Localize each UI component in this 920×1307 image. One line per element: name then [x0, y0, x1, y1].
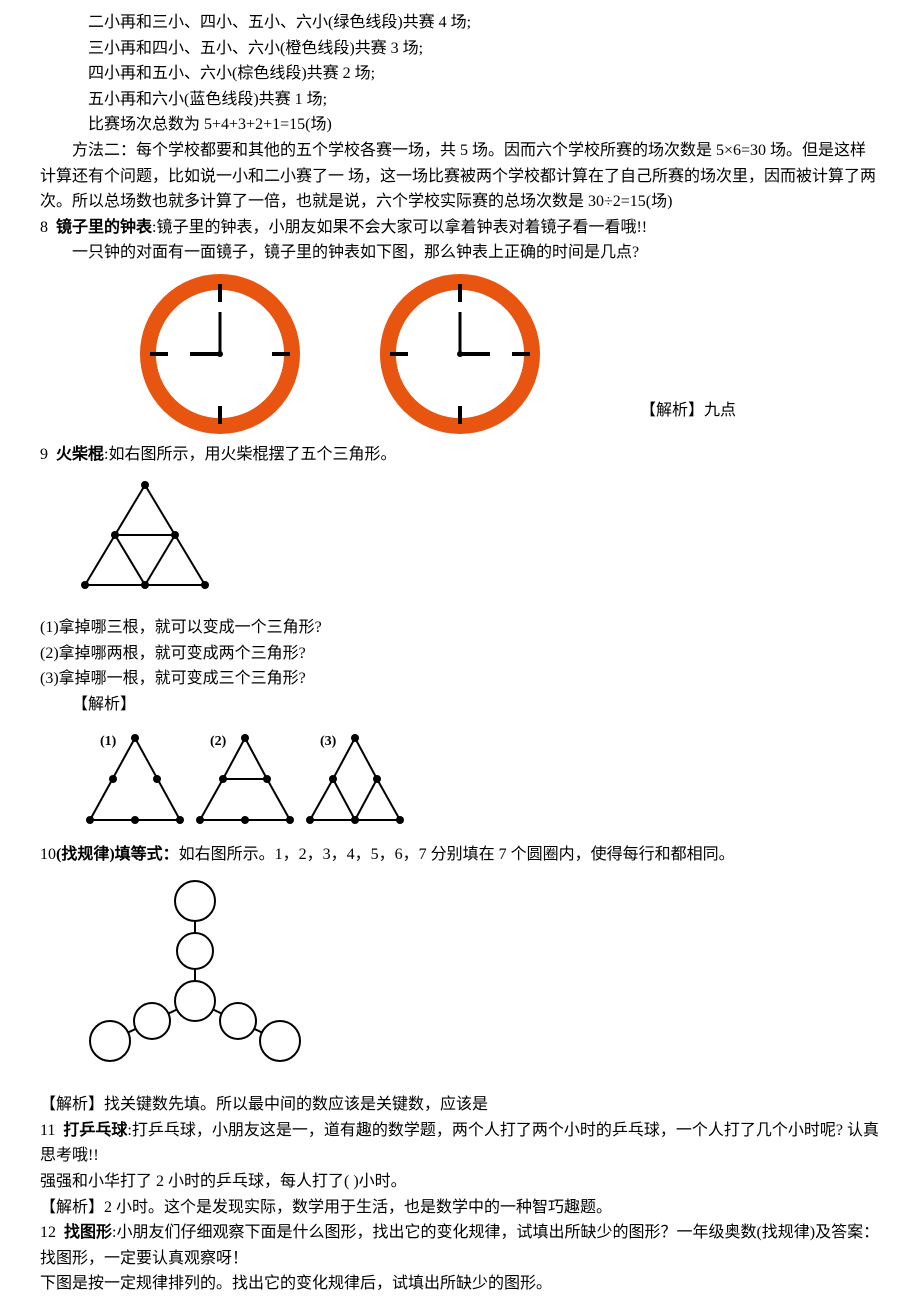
method-2: 方法二：每个学校都要和其他的五个学校各赛一场，共 5 场。因而六个学校所赛的场次… — [40, 138, 880, 215]
svg-text:(3): (3) — [320, 734, 337, 749]
q8: 8 镜子里的钟表:镜子里的钟表，小朋友如果不会大家可以拿着钟表对着镜子看一看哦!… — [40, 215, 880, 241]
line-4: 五小再和六小(蓝色线段)共赛 1 场; — [40, 87, 880, 113]
q8-title: 镜子里的钟表 — [56, 219, 152, 236]
line-2: 三小再和四小、五小、六小(橙色线段)共赛 3 场; — [40, 36, 880, 62]
q8-text: :镜子里的钟表，小朋友如果不会大家可以拿着钟表对着镜子看一看哦!! — [152, 219, 647, 236]
q8-sub: 一只钟的对面有一面镜子，镜子里的钟表如下图，那么钟表上正确的时间是几点? — [40, 240, 880, 266]
clock-real-icon — [380, 274, 540, 434]
q11-title: 打乒乓球 — [63, 1122, 127, 1139]
line-1: 二小再和三小、四小、五小、六小(绿色线段)共赛 4 场; — [40, 10, 880, 36]
q10-title: (找规律)填等式： — [56, 846, 179, 863]
q10-num: 10 — [40, 846, 56, 863]
q9: 9 火柴棍:如右图所示，用火柴棍摆了五个三角形。 — [40, 442, 880, 468]
q9-title: 火柴棍 — [56, 446, 104, 463]
q10-sol: 【解析】找关键数先填。所以最中间的数应该是关键数，应该是 — [40, 1092, 880, 1118]
q12-text: :小朋友们仔细观察下面是什么图形，找出它的变化规律，试填出所缺少的图形？一年级奥… — [40, 1224, 879, 1267]
line-3: 四小再和五小、六小(棕色线段)共赛 2 场; — [40, 61, 880, 87]
q9-3: (3)拿掉哪一根，就可变成三个三角形? — [40, 666, 880, 692]
q10-text: 如右图所示。1，2，3，4，5，6，7 分别填在 7 个圆圈内，使得每行和都相同… — [179, 846, 735, 863]
q9-num: 9 — [40, 446, 48, 463]
q8-answer: 【解析】九点 — [640, 398, 736, 424]
q11-sol: 【解析】2 小时。这个是发现实际，数学用于生活，也是数学中的一种智巧趣题。 — [40, 1195, 880, 1221]
q10: 10(找规律)填等式：如右图所示。1，2，3，4，5，6，7 分别填在 7 个圆… — [40, 842, 880, 868]
clock-row: 【解析】九点 — [140, 274, 880, 434]
q9-text: :如右图所示，用火柴棍摆了五个三角形。 — [104, 446, 396, 463]
matchstick-solutions-icon: (1) (2) (3) — [80, 730, 880, 839]
q12-title: 找图形 — [64, 1224, 112, 1241]
q11-sub: 强强和小华打了 2 小时的乒乓球，每人打了( )小时。 — [40, 1169, 880, 1195]
q12-sub: 下图是按一定规律排列的。找出它的变化规律后，试填出所缺少的图形。 — [40, 1271, 880, 1297]
q12: 12 找图形:小朋友们仔细观察下面是什么图形，找出它的变化规律，试填出所缺少的图… — [40, 1220, 880, 1271]
q9-1: (1)拿掉哪三根，就可以变成一个三角形? — [40, 615, 880, 641]
seven-circles-icon — [80, 876, 880, 1085]
clock-mirror-icon — [140, 274, 300, 434]
q11-num: 11 — [40, 1122, 55, 1139]
matchstick-5-triangles-icon — [80, 480, 880, 604]
q8-num: 8 — [40, 219, 48, 236]
q11: 11 打乒乓球:打乒乓球，小朋友这是一，道有趣的数学题，两个人打了两个小时的乒乓… — [40, 1118, 880, 1169]
line-5: 比赛场次总数为 5+4+3+2+1=15(场) — [40, 112, 880, 138]
svg-text:(2): (2) — [210, 734, 227, 749]
q9-sol-label: 【解析】 — [40, 692, 880, 718]
q12-num: 12 — [40, 1224, 56, 1241]
q9-2: (2)拿掉哪两根，就可变成两个三角形? — [40, 641, 880, 667]
q11-text: :打乒乓球，小朋友这是一，道有趣的数学题，两个人打了两个小时的乒乓球，一个人打了… — [40, 1122, 879, 1165]
svg-text:(1): (1) — [100, 734, 117, 749]
